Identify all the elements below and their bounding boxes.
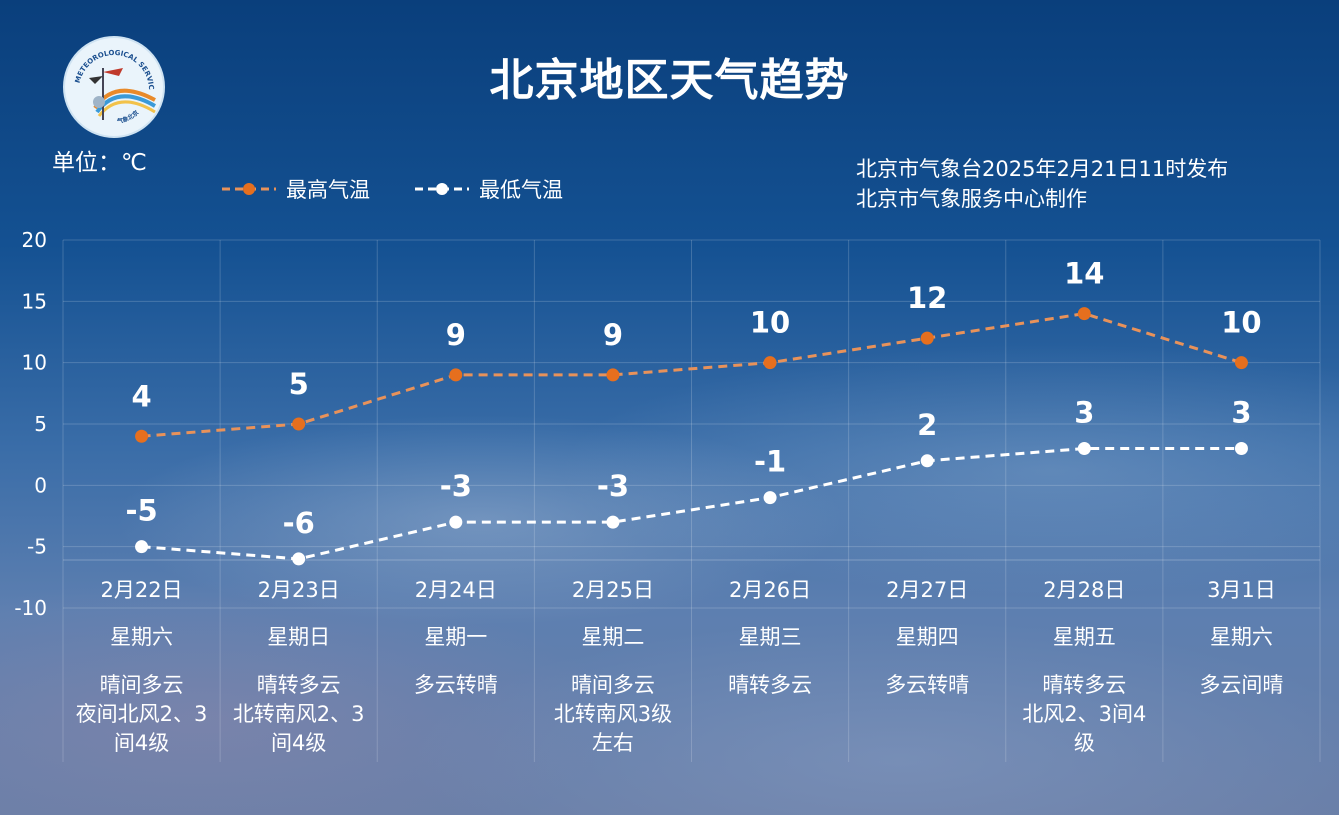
y-tick-label: 10 xyxy=(22,351,47,375)
y-tick-label: 5 xyxy=(34,412,47,436)
data-point xyxy=(763,491,777,505)
weekday-label: 星期四 xyxy=(896,625,959,649)
data-point xyxy=(292,417,306,431)
y-tick-label: -5 xyxy=(27,535,47,559)
y-tick-label: -10 xyxy=(14,596,47,620)
weather-description: 晴转多云 xyxy=(728,673,812,697)
data-label: 4 xyxy=(131,379,151,413)
forecast-table: 2月22日 2月23日 2月24日 2月25日 2月26日 2月27日 2月28日 3月1日星… xyxy=(76,578,1284,755)
weather-description: 晴间多云 xyxy=(571,673,655,697)
data-label: 2 xyxy=(917,408,937,442)
date-label: 2月23日 xyxy=(258,578,340,602)
weekday-label: 星期三 xyxy=(739,625,802,649)
data-label: 5 xyxy=(289,367,309,401)
data-label: -3 xyxy=(597,469,629,503)
date-label: 2月24日 xyxy=(415,578,497,602)
weather-description: 北转南风3级 xyxy=(554,702,672,726)
y-tick-label: 0 xyxy=(34,473,47,497)
data-label: 12 xyxy=(907,281,947,315)
weather-description: 多云转晴 xyxy=(885,673,969,697)
weather-description: 级 xyxy=(1074,731,1095,755)
weather-description: 夜间北风2、3 xyxy=(76,702,208,726)
data-point xyxy=(135,429,149,443)
weather-description: 北风2、3间4 xyxy=(1022,702,1146,726)
data-label: 10 xyxy=(1221,306,1261,340)
weekday-label: 星期六 xyxy=(110,625,173,649)
data-label: 9 xyxy=(603,318,623,352)
data-point xyxy=(292,552,306,566)
data-label: -5 xyxy=(125,494,157,528)
data-label: 3 xyxy=(1074,396,1094,430)
page-title: 北京地区天气趋势 xyxy=(489,55,850,106)
weekday-label: 星期二 xyxy=(581,625,644,649)
date-label: 2月25日 xyxy=(572,578,654,602)
data-label: 10 xyxy=(750,306,790,340)
weekday-label: 星期六 xyxy=(1210,625,1273,649)
legend-swatch-dot xyxy=(243,183,255,195)
legend-swatch-dot xyxy=(436,183,448,195)
weather-description: 北转南风2、3 xyxy=(233,702,365,726)
data-point xyxy=(606,515,620,529)
weather-description: 左右 xyxy=(592,731,634,755)
chart-grid xyxy=(62,239,1321,762)
data-label: -1 xyxy=(754,445,786,479)
legend: 最高气温 最低气温 xyxy=(222,178,563,202)
date-label: 2月26日 xyxy=(729,578,811,602)
y-axis: 20 15 10 5 0 -5 -10 xyxy=(14,228,47,620)
weather-description: 晴间多云 xyxy=(100,673,184,697)
data-label: 3 xyxy=(1231,396,1251,430)
date-label: 2月27日 xyxy=(886,578,968,602)
series-line xyxy=(141,312,1242,438)
weather-description: 间4级 xyxy=(271,731,326,755)
date-label: 2月22日 xyxy=(101,578,183,602)
date-label: 3月1日 xyxy=(1207,578,1276,602)
series-layer: 4 5 9 9 10 12 14 10 -5 -6 -3 -3 -1 2 3 3 xyxy=(125,257,1262,566)
unit-label: 单位：℃ xyxy=(52,150,147,176)
data-point xyxy=(920,331,934,345)
series-line xyxy=(141,447,1242,561)
data-point xyxy=(1077,442,1091,456)
data-point xyxy=(449,368,463,382)
data-point xyxy=(763,356,777,370)
weather-description: 晴转多云 xyxy=(1042,673,1126,697)
data-point xyxy=(449,515,463,529)
y-tick-label: 15 xyxy=(22,289,47,313)
y-tick-label: 20 xyxy=(22,228,47,252)
weather-description: 多云间晴 xyxy=(1199,673,1283,697)
data-point xyxy=(1234,356,1248,370)
legend-label: 最高气温 xyxy=(286,178,370,202)
weekday-label: 星期日 xyxy=(267,625,330,649)
data-label: -3 xyxy=(440,469,472,503)
date-label: 2月28日 xyxy=(1043,578,1125,602)
weather-description: 间4级 xyxy=(114,731,169,755)
data-point xyxy=(606,368,620,382)
data-point xyxy=(1234,442,1248,456)
weather-description: 晴转多云 xyxy=(257,673,341,697)
producer: 北京市气象服务中心制作 xyxy=(856,187,1087,211)
data-label: 14 xyxy=(1064,257,1104,291)
issued-time: 北京市气象台2025年2月21日11时发布 xyxy=(856,157,1229,181)
data-label: 9 xyxy=(446,318,466,352)
issuer-info: 北京市气象台2025年2月21日11时发布 北京市气象服务中心制作 xyxy=(856,154,1228,214)
weather-description: 多云转晴 xyxy=(414,673,498,697)
weekday-label: 星期五 xyxy=(1053,625,1116,649)
legend-label: 最低气温 xyxy=(479,178,563,202)
weekday-label: 星期一 xyxy=(424,625,487,649)
data-point xyxy=(920,454,934,468)
data-point xyxy=(135,540,149,554)
data-label: -6 xyxy=(283,506,315,540)
data-point xyxy=(1077,307,1091,321)
